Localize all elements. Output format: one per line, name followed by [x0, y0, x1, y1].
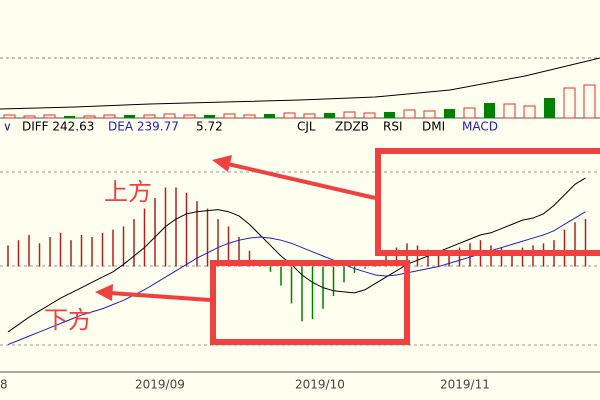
- volume-bar: [264, 114, 275, 118]
- date-label: 2019/10: [295, 378, 345, 392]
- volume-bar: [103, 114, 116, 119]
- volume-bar: [23, 115, 36, 119]
- volume-bar: [324, 113, 335, 118]
- volume-bar: [444, 109, 455, 118]
- volume-bar: [124, 115, 135, 118]
- volume-bar: [303, 113, 316, 119]
- volume-bar: [503, 103, 516, 119]
- volume-bar: [403, 109, 416, 119]
- tab[interactable]: ZDZB: [335, 120, 369, 134]
- volume-bar: [64, 116, 75, 118]
- diff-label: DIFF 242.63: [22, 120, 94, 134]
- tab[interactable]: MACD: [462, 120, 498, 134]
- volume-bar: [83, 115, 96, 119]
- volume-bar: [3, 114, 16, 119]
- price-line: [0, 57, 600, 110]
- volume-bar: [384, 112, 395, 118]
- macd-line: [7, 211, 586, 346]
- annotation: 下方: [44, 306, 92, 334]
- volume-bar: [343, 111, 356, 119]
- macd-line: [7, 177, 586, 333]
- highlight-box: [375, 148, 600, 256]
- volume-bar: [563, 87, 576, 119]
- volume-bar: [283, 112, 296, 119]
- arrow: [227, 162, 376, 200]
- highlight-box: [210, 260, 410, 345]
- arrow-head: [95, 284, 113, 301]
- toggle[interactable]: ∨: [3, 120, 12, 134]
- volume-bar: [43, 114, 56, 119]
- volume-bar: [243, 114, 256, 119]
- arrow: [109, 291, 211, 302]
- volume-bar: [523, 105, 536, 119]
- date-label: 8: [0, 378, 8, 392]
- tab[interactable]: DMI: [422, 120, 445, 134]
- volume-bar: [183, 114, 196, 119]
- tab[interactable]: RSI: [383, 120, 403, 134]
- volume-bar: [363, 112, 376, 119]
- volume-bar: [463, 107, 476, 119]
- volume-bar: [544, 98, 555, 118]
- dea-label: DEA 239.77: [108, 120, 179, 134]
- volume-bar: [143, 114, 156, 119]
- date-label: 2019/11: [440, 378, 490, 392]
- volume-bar: [423, 110, 436, 119]
- volume-bar: [484, 103, 495, 118]
- tab[interactable]: CJL: [297, 120, 316, 134]
- volume-bar: [583, 84, 596, 119]
- volume-bar: [204, 115, 215, 118]
- volume-bar: [223, 113, 236, 119]
- macd-label: 5.72: [196, 120, 223, 134]
- arrow-head: [212, 155, 232, 172]
- plots: [0, 57, 600, 346]
- date-label: 2019/09: [135, 378, 185, 392]
- annotation: 上方: [104, 178, 152, 206]
- volume-bar: [163, 113, 176, 119]
